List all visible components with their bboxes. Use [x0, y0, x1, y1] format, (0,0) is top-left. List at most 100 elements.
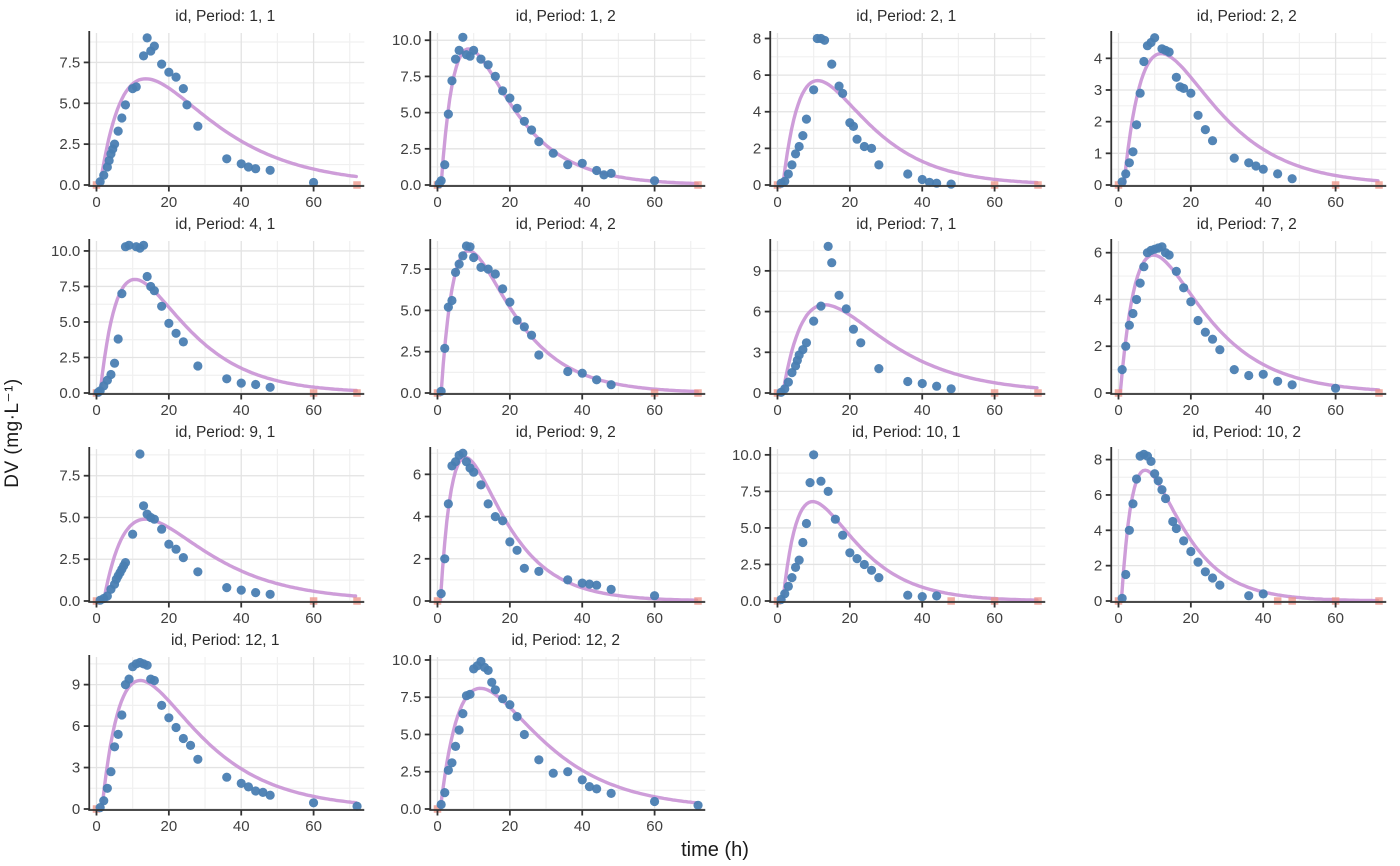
observation-point — [222, 374, 232, 384]
facet-panel: id, Period: 10, 1 0 20 40 60 0.0 2.5 5.0 7.5 10.0 — [715, 422, 1056, 630]
observation-point — [526, 330, 536, 340]
x-tick-label: 0 — [433, 402, 441, 419]
observation-point — [790, 149, 801, 159]
observation-point — [1243, 370, 1253, 381]
observation-point — [450, 54, 460, 64]
observation-point — [483, 60, 493, 70]
observation-point — [149, 514, 159, 524]
observation-point — [1287, 174, 1297, 184]
observation-point — [483, 665, 493, 675]
x-tick-label: 60 — [986, 610, 1003, 627]
observation-point — [120, 558, 131, 568]
observation-point — [120, 100, 131, 110]
y-tick-label: 10.0 — [732, 447, 761, 464]
observation-point — [848, 121, 859, 131]
facet-panel: id, Period: 2, 2 0 20 40 60 0 1 2 3 4 — [1056, 6, 1397, 214]
observation-point — [924, 177, 935, 187]
observation-point — [446, 76, 457, 86]
x-tick-label: 40 — [1254, 194, 1271, 211]
observation-point — [164, 539, 174, 549]
observation-point — [903, 590, 913, 600]
panel-plot: 0 20 40 60 0 3 6 9 — [753, 239, 1046, 419]
panel-plot: 0 20 40 60 0 2 4 6 — [1093, 239, 1386, 419]
observation-point — [439, 160, 449, 170]
x-tick-label: 0 — [433, 194, 441, 211]
facet-panel: id, Period: 7, 1 0 20 40 60 0 3 6 9 — [715, 214, 1056, 422]
y-tick-label: 5.0 — [59, 509, 80, 526]
x-tick-label: 0 — [773, 402, 781, 419]
censored-marker — [1034, 389, 1042, 397]
observation-point — [504, 297, 514, 307]
observation-point — [1120, 169, 1130, 179]
observation-point — [490, 269, 500, 279]
y-tick-label: 5.0 — [400, 726, 421, 743]
x-tick-label: 20 — [842, 610, 859, 627]
x-tick-label: 60 — [1327, 610, 1344, 627]
observation-point — [504, 537, 514, 547]
x-tick-label: 20 — [1182, 402, 1199, 419]
y-tick-label: 6 — [1093, 487, 1101, 504]
observation-point — [598, 170, 609, 180]
panel-plot: 0 20 40 60 0 2 4 6 8 — [753, 30, 1046, 211]
observation-point — [138, 501, 149, 511]
observation-point — [128, 529, 138, 539]
observation-point — [946, 179, 956, 189]
x-tick-label: 0 — [92, 818, 100, 835]
observation-point — [827, 258, 837, 268]
observation-point — [1229, 153, 1239, 163]
y-tick-label: 7.5 — [400, 689, 421, 706]
y-tick-label: 3 — [1093, 82, 1101, 99]
y-tick-label: 10.0 — [392, 652, 421, 669]
observation-point — [1214, 345, 1224, 355]
panel-title: id, Period: 9, 1 — [175, 424, 276, 441]
observation-point — [113, 126, 123, 136]
observation-point — [222, 154, 232, 164]
censored-marker — [693, 597, 702, 605]
observation-point — [848, 324, 859, 334]
y-tick-label: 8 — [753, 30, 761, 47]
observation-point — [504, 700, 514, 710]
observation-point — [1192, 557, 1203, 567]
y-tick-label: 0.0 — [400, 177, 421, 194]
censored-marker — [1374, 181, 1383, 189]
observation-point — [142, 660, 152, 670]
observation-point — [468, 467, 478, 477]
observation-point — [1117, 593, 1127, 603]
censored-marker — [92, 181, 101, 189]
censored-marker — [1034, 181, 1042, 189]
observation-point — [483, 499, 493, 509]
y-tick-label: 0.0 — [400, 801, 421, 818]
observation-point — [113, 729, 123, 739]
observation-point — [780, 176, 790, 186]
observation-point — [124, 674, 134, 684]
observation-point — [164, 67, 174, 77]
observation-point — [577, 368, 587, 378]
observation-point — [497, 86, 507, 96]
x-tick-label: 40 — [914, 402, 931, 419]
observation-point — [1258, 589, 1268, 599]
facet-panel: id, Period: 12, 1 0 20 40 60 0 3 6 9 — [34, 630, 375, 838]
observation-point — [692, 800, 703, 810]
observation-point — [866, 565, 877, 575]
observation-point — [1153, 476, 1163, 486]
observation-point — [819, 35, 830, 45]
observation-point — [450, 267, 460, 277]
observation-point — [109, 742, 120, 752]
x-tick-label: 40 — [914, 194, 931, 211]
observation-point — [182, 100, 192, 110]
observation-point — [1138, 56, 1148, 67]
y-tick-label: 7.5 — [400, 261, 421, 278]
x-tick-label: 0 — [92, 402, 100, 419]
observation-point — [859, 141, 869, 152]
observation-point — [1200, 327, 1210, 337]
censored-marker — [1034, 597, 1042, 605]
observation-point — [917, 174, 927, 185]
observation-point — [790, 562, 801, 572]
observation-point — [157, 524, 167, 534]
y-tick-label: 2 — [1093, 338, 1101, 355]
facet-panel: id, Period: 9, 1 0 20 40 60 0.0 2.5 5.0 7.5 — [34, 422, 375, 630]
observation-point — [443, 765, 453, 775]
y-tick-label: 6 — [412, 466, 420, 483]
panel-title: id, Period: 4, 2 — [515, 216, 616, 233]
observation-point — [446, 295, 457, 306]
